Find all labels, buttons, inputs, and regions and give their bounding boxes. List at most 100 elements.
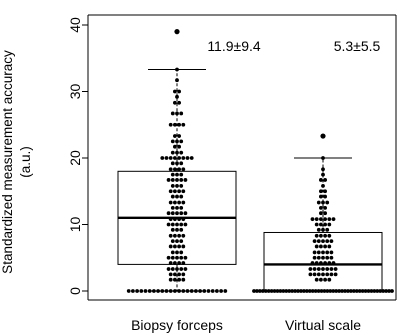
data-point	[384, 289, 389, 293]
data-point	[170, 205, 175, 210]
data-point	[331, 289, 336, 293]
data-point	[206, 289, 211, 293]
data-point	[314, 244, 319, 249]
data-point	[321, 267, 325, 271]
data-point	[329, 255, 334, 260]
data-point	[354, 289, 359, 293]
data-point	[175, 29, 179, 34]
data-point	[323, 217, 327, 222]
data-point	[181, 244, 186, 249]
data-point	[175, 150, 179, 155]
data-point	[331, 261, 336, 265]
data-point	[321, 184, 325, 188]
data-point	[168, 233, 173, 238]
data-point	[177, 261, 182, 265]
data-point	[360, 289, 365, 293]
data-point	[284, 289, 289, 293]
data-point	[179, 172, 184, 177]
data-point	[319, 289, 324, 293]
data-point	[314, 261, 319, 265]
data-point	[173, 200, 177, 205]
data-point	[168, 156, 173, 160]
data-point	[266, 289, 271, 293]
data-point	[164, 289, 169, 293]
data-point	[185, 156, 190, 160]
data-point	[173, 144, 177, 149]
data-point	[181, 167, 186, 172]
data-point	[304, 289, 309, 293]
data-point	[166, 222, 171, 227]
data-point	[179, 161, 184, 166]
data-point	[170, 239, 175, 244]
annotation-biopsy-forceps: 11.9±9.4	[207, 38, 261, 54]
data-point	[327, 277, 332, 282]
annotation-virtual-scale: 5.3±5.5	[334, 38, 381, 54]
data-point	[312, 239, 317, 244]
data-point	[310, 261, 315, 265]
data-point	[170, 211, 175, 216]
data-point	[219, 289, 224, 293]
data-point	[173, 167, 177, 172]
data-point	[170, 227, 175, 232]
data-point	[319, 189, 323, 194]
data-point	[160, 289, 165, 293]
data-point	[168, 261, 173, 265]
data-point	[343, 289, 347, 293]
data-point	[168, 189, 173, 194]
data-point	[189, 289, 194, 293]
data-point	[312, 267, 317, 271]
data-point	[181, 277, 186, 282]
data-point	[372, 289, 377, 293]
data-point	[316, 289, 321, 293]
data-point	[381, 289, 386, 293]
data-point	[312, 255, 317, 260]
data-point	[319, 261, 323, 265]
data-point	[321, 172, 325, 177]
data-point	[314, 222, 319, 227]
data-point	[223, 289, 228, 293]
data-point	[181, 261, 186, 265]
data-point	[139, 289, 144, 293]
data-point	[177, 277, 182, 282]
y-axis-title-line1: Standardized measurement accuracy	[0, 50, 15, 274]
data-point	[257, 289, 262, 293]
data-point	[321, 250, 325, 255]
data-point	[179, 178, 184, 182]
data-point	[327, 217, 332, 222]
data-point	[179, 205, 184, 210]
data-point	[319, 244, 323, 249]
data-point	[175, 184, 179, 188]
data-point	[321, 227, 325, 232]
data-point	[175, 178, 179, 182]
data-point	[170, 172, 175, 177]
data-point	[168, 289, 173, 293]
data-point	[357, 289, 362, 293]
data-point	[308, 272, 313, 277]
data-point	[175, 227, 179, 232]
data-point	[333, 267, 338, 271]
data-point	[323, 194, 327, 199]
data-point	[316, 267, 321, 271]
data-point	[327, 261, 332, 265]
data-point	[328, 289, 333, 293]
data-point	[312, 272, 317, 277]
data-point	[168, 277, 173, 282]
points-biopsy-forceps	[126, 29, 228, 293]
data-point	[179, 194, 184, 199]
y-tick-label-20: 20	[67, 150, 83, 166]
boxes-layer	[117, 29, 383, 292]
data-point	[166, 267, 171, 271]
data-point	[179, 250, 184, 255]
data-point	[181, 156, 186, 160]
data-point	[255, 289, 259, 293]
data-point	[131, 289, 135, 293]
data-point	[316, 255, 321, 260]
data-point	[329, 239, 334, 244]
data-point	[179, 211, 184, 216]
data-point	[366, 289, 371, 293]
data-point	[135, 289, 140, 293]
data-point	[170, 111, 175, 116]
data-point	[183, 178, 188, 182]
data-point	[179, 111, 184, 116]
